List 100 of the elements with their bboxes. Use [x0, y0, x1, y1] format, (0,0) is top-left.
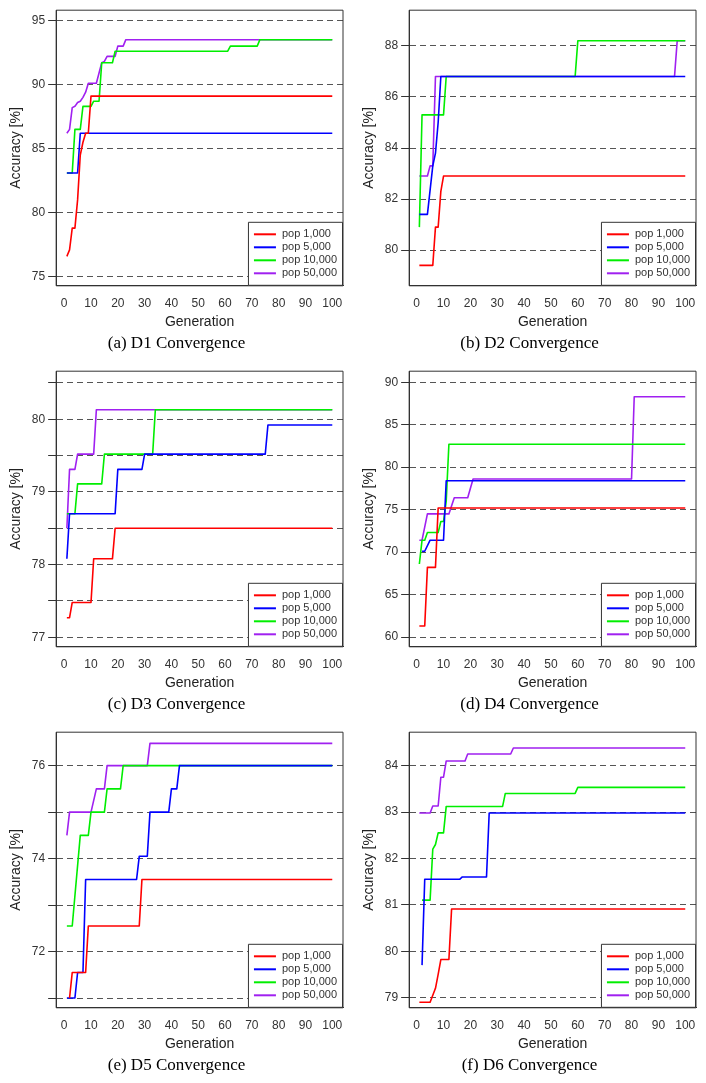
- x-tick-label: 10: [436, 1018, 451, 1033]
- x-tick-label: 30: [490, 657, 505, 672]
- x-tick-label: 60: [571, 296, 585, 311]
- y-tick-label: 83: [384, 804, 399, 819]
- legend-label: pop 10,000: [634, 975, 691, 988]
- x-tick-label: 40: [164, 296, 179, 311]
- x-tick-label: 0: [413, 296, 421, 311]
- legend-label: pop 10,000: [634, 253, 691, 266]
- y-tick-label: 79: [31, 484, 46, 499]
- x-tick-label: 30: [490, 1018, 505, 1033]
- x-tick-label: 20: [111, 1018, 125, 1033]
- x-tick-label: 40: [517, 296, 532, 311]
- y-tick-label: 79: [384, 989, 399, 1004]
- x-tick-label: 70: [245, 296, 259, 311]
- x-tick-label: 0: [60, 657, 68, 672]
- y-tick-label: 80: [384, 459, 399, 474]
- x-axis-title: Generation: [517, 313, 588, 330]
- x-tick-label: 50: [191, 657, 206, 672]
- y-tick-label: 82: [384, 191, 399, 206]
- x-tick-label: 30: [137, 1018, 152, 1033]
- x-tick-label: 0: [413, 657, 421, 672]
- y-tick-label: 60: [384, 629, 399, 644]
- x-tick-label: 70: [598, 1018, 612, 1033]
- x-tick-label: 90: [298, 657, 313, 672]
- x-tick-label: 70: [598, 296, 612, 311]
- x-tick-label: 20: [111, 296, 125, 311]
- x-axis-title: Generation: [164, 674, 235, 691]
- y-axis-title: Accuracy [%]: [360, 468, 377, 550]
- legend-label: pop 1,000: [634, 588, 684, 601]
- x-tick-label: 60: [571, 1018, 585, 1033]
- legend-label: pop 5,000: [634, 601, 684, 614]
- y-tick-label: 72: [31, 943, 46, 958]
- x-tick-label: 10: [436, 657, 451, 672]
- x-tick-label: 20: [111, 657, 125, 672]
- x-axis-title: Generation: [164, 313, 235, 330]
- legend-label: pop 1,000: [281, 949, 331, 962]
- x-tick-label: 100: [322, 296, 343, 311]
- x-tick-label: 10: [84, 657, 98, 672]
- y-tick-label: 82: [384, 850, 399, 865]
- x-tick-label: 70: [245, 1018, 259, 1033]
- legend-label: pop 10,000: [281, 614, 338, 627]
- legend-label: pop 10,000: [634, 614, 691, 627]
- text: (b) D2 Convergence: [459, 332, 600, 354]
- y-axis-title: Accuracy [%]: [360, 829, 377, 911]
- legend-label: pop 50,000: [634, 627, 691, 640]
- y-tick-label: 86: [384, 89, 399, 104]
- legend-label: pop 5,000: [281, 601, 331, 614]
- legend-label: pop 10,000: [281, 253, 338, 266]
- y-tick-label: 80: [384, 943, 399, 958]
- y-tick-label: 65: [384, 586, 399, 601]
- x-tick-label: 10: [84, 296, 98, 311]
- legend-label: pop 50,000: [281, 988, 338, 1001]
- x-tick-label: 60: [218, 1018, 233, 1033]
- y-axis-title: Accuracy [%]: [360, 107, 377, 189]
- x-tick-label: 40: [517, 657, 532, 672]
- legend-label: pop 1,000: [281, 227, 331, 240]
- legend-label: pop 5,000: [634, 240, 684, 253]
- x-tick-label: 70: [245, 657, 259, 672]
- y-tick-label: 70: [384, 544, 399, 559]
- x-tick-label: 80: [624, 1018, 639, 1033]
- x-tick-label: 50: [544, 1018, 558, 1033]
- x-tick-label: 100: [675, 296, 696, 311]
- y-tick-label: 74: [31, 850, 46, 865]
- x-axis-title: Generation: [517, 1035, 588, 1052]
- legend-label: pop 50,000: [281, 266, 338, 279]
- legend-label: pop 50,000: [634, 988, 691, 1001]
- y-tick-label: 88: [384, 38, 399, 53]
- x-tick-label: 90: [298, 1018, 313, 1033]
- y-tick-label: 80: [384, 242, 399, 257]
- x-tick-label: 70: [598, 657, 612, 672]
- y-tick-label: 90: [31, 76, 46, 91]
- y-tick-label: 80: [31, 411, 46, 426]
- x-tick-label: 20: [463, 1018, 478, 1033]
- x-tick-label: 90: [651, 657, 666, 672]
- x-tick-label: 30: [137, 296, 152, 311]
- x-tick-label: 0: [60, 1018, 68, 1033]
- y-tick-label: 75: [31, 269, 46, 284]
- legend-label: pop 1,000: [634, 227, 684, 240]
- x-tick-label: 50: [544, 296, 558, 311]
- x-tick-label: 80: [624, 657, 639, 672]
- y-tick-label: 95: [31, 12, 46, 27]
- y-tick-label: 84: [384, 140, 399, 155]
- text: (a) D1 Convergence: [106, 332, 247, 354]
- x-tick-label: 10: [436, 296, 451, 311]
- x-tick-label: 80: [271, 657, 286, 672]
- y-tick-label: 75: [384, 501, 399, 516]
- legend-label: pop 50,000: [634, 266, 691, 279]
- x-tick-label: 0: [60, 296, 68, 311]
- y-tick-label: 85: [31, 140, 46, 155]
- y-tick-label: 77: [31, 629, 46, 644]
- y-tick-label: 78: [31, 556, 46, 571]
- x-tick-label: 40: [164, 1018, 179, 1033]
- x-tick-label: 40: [517, 1018, 532, 1033]
- x-tick-label: 100: [675, 1018, 696, 1033]
- x-tick-label: 90: [651, 1018, 666, 1033]
- text: (e) D5 Convergence: [106, 1054, 247, 1076]
- x-tick-label: 20: [463, 296, 478, 311]
- legend-label: pop 10,000: [281, 975, 338, 988]
- legend-label: pop 50,000: [281, 627, 338, 640]
- y-axis-title: Accuracy [%]: [7, 107, 24, 189]
